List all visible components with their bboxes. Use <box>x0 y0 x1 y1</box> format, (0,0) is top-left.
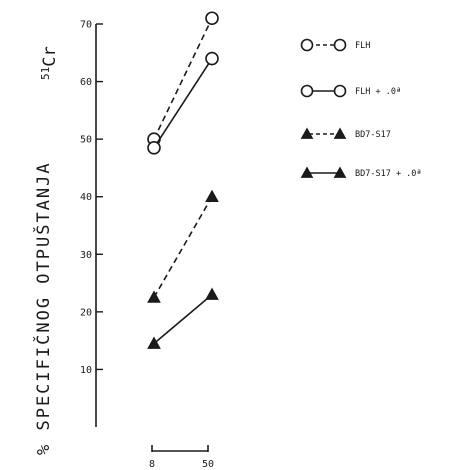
triangle-marker <box>300 127 314 139</box>
triangle-marker <box>333 127 347 139</box>
circle-marker <box>205 11 219 26</box>
legend-item: BD7-S17 <box>300 127 391 140</box>
legend-label: BD7-S17 + .0ª <box>355 169 422 179</box>
circle-marker <box>205 51 219 66</box>
legend-label: FLH <box>355 41 370 51</box>
legend-item: FLH + .0ª <box>300 84 401 98</box>
circle-marker <box>300 38 314 52</box>
circle-marker <box>333 84 347 98</box>
legend-item: BD7-S17 + .0ª <box>300 166 422 179</box>
isotope-mass: 51 <box>39 67 52 80</box>
x-tick-labels: 8 50 <box>149 459 214 470</box>
triangle-marker <box>147 290 161 303</box>
x-tick-label: 50 <box>202 459 214 470</box>
legend: FLH FLH + .0ª BD7-S17 BD7-S17 + .0ª <box>300 38 422 179</box>
series-line <box>153 17 213 140</box>
y-tick-label: 20 <box>80 307 92 318</box>
series-flh <box>147 11 219 146</box>
legend-item: FLH <box>300 38 370 52</box>
circle-marker <box>147 140 161 155</box>
triangle-marker <box>205 287 219 300</box>
x-tick-label: 8 <box>149 459 155 470</box>
series-line <box>153 196 213 298</box>
legend-label: FLH + .0ª <box>355 87 401 97</box>
y-ticks: 10 20 30 40 50 60 70 <box>80 20 103 376</box>
legend-label: BD7-S17 <box>355 130 391 140</box>
series-layer <box>147 11 219 349</box>
series-bd7-s17 <box>147 189 219 303</box>
y-tick-label: 10 <box>80 365 92 376</box>
series-line <box>153 293 213 345</box>
triangle-marker <box>205 189 219 203</box>
triangle-marker <box>147 336 161 349</box>
y-tick-label: 70 <box>80 20 92 31</box>
y-tick-label: 60 <box>80 77 92 88</box>
series-flh-0 <box>147 51 219 155</box>
triangle-marker <box>333 166 347 178</box>
isotope-label: 51Cr <box>39 46 60 80</box>
series-line <box>153 58 213 149</box>
circle-marker <box>300 84 314 98</box>
triangle-marker <box>300 166 314 178</box>
y-tick-label: 30 <box>80 250 92 261</box>
x-axis <box>151 445 209 452</box>
y-tick-label: 50 <box>80 135 92 146</box>
y-axis-label: % SPECIFIČNOG OTPUŠTANJA <box>32 161 54 455</box>
y-tick-label: 40 <box>80 192 92 203</box>
series-bd7-s17-0 <box>147 287 219 349</box>
circle-marker <box>333 38 347 52</box>
isotope-symbol: Cr <box>40 46 60 66</box>
